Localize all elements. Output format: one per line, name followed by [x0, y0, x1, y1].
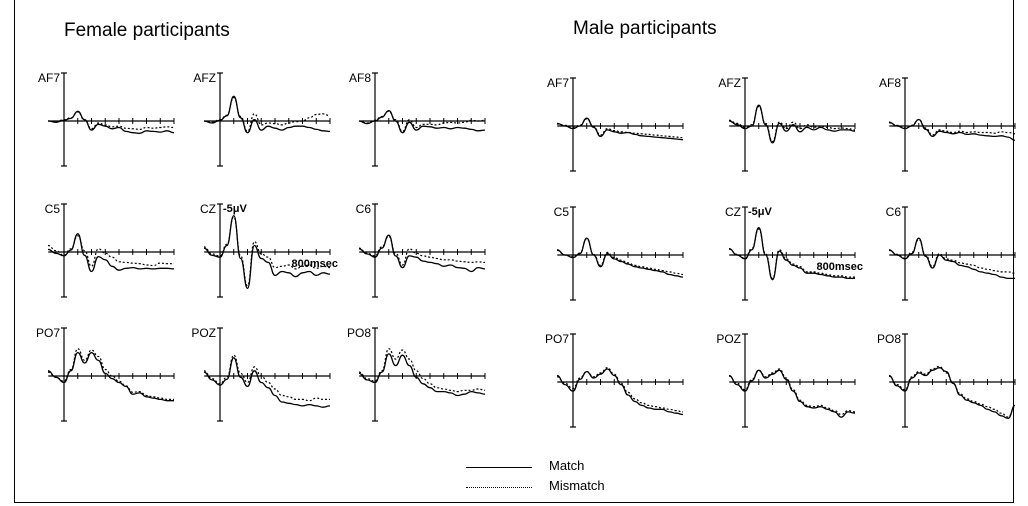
legend-item-mismatch: Mismatch: [466, 478, 656, 496]
male-af8-mismatch-line: [888, 118, 1016, 136]
legend-item-match: Match: [466, 458, 656, 476]
legend: Match Mismatch: [466, 458, 656, 498]
male-c5-electrode-label: C5: [554, 205, 570, 219]
female-po7-mismatch-line: [47, 348, 174, 400]
male-po7-electrode-label: PO7: [545, 332, 569, 346]
female-po8-match-line: [358, 353, 486, 397]
male-cz-scale-label: -5μV: [748, 206, 773, 218]
female-poz-electrode-label: POZ: [191, 326, 216, 340]
male-afz-mismatch-line: [728, 105, 856, 143]
male-po8-match-line: [888, 367, 1016, 420]
female-af7-electrode-label: AF7: [38, 71, 60, 85]
female-po7-match-line: [47, 351, 174, 402]
male-af7-electrode-label: AF7: [547, 76, 569, 90]
male-c6-mismatch-line: [888, 238, 1016, 274]
female-group-title: Female participants: [64, 20, 230, 41]
male-po8-mismatch-line: [888, 365, 1016, 418]
female-afz-electrode-label: AFZ: [193, 71, 216, 85]
male-po7-match-line: [556, 368, 684, 416]
female-af8-electrode-label: AF8: [349, 71, 371, 85]
female-c6-electrode-label: C6: [356, 202, 372, 216]
legend-swatch-dotted: [466, 487, 532, 488]
male-c5-match-line: [556, 237, 684, 278]
female-af7-match-line: [47, 110, 175, 134]
male-cz-time-label: 800msec: [817, 261, 864, 273]
male-poz-mismatch-line: [728, 368, 856, 416]
female-cz-electrode-label: CZ: [200, 202, 216, 216]
female-cz-scale-label: -5μV: [223, 203, 248, 215]
male-po7-mismatch-line: [556, 367, 684, 413]
male-afz-match-line: [728, 104, 856, 144]
male-af7-match-line: [556, 117, 684, 141]
male-poz-match-line: [728, 369, 856, 418]
female-c6-mismatch-line: [358, 235, 486, 266]
female-afz-match-line: [203, 95, 331, 134]
legend-label-mismatch: Mismatch: [549, 478, 605, 493]
figure-frame: [14, 0, 1014, 503]
female-poz-mismatch-line: [203, 354, 330, 402]
female-c6-match-line: [358, 234, 486, 273]
legend-swatch-solid: [466, 467, 532, 468]
male-po8-electrode-label: PO8: [877, 332, 901, 346]
female-af7-mismatch-line: [47, 111, 175, 131]
female-c5-match-line: [47, 233, 175, 273]
male-af8-electrode-label: AF8: [879, 76, 901, 90]
female-poz-match-line: [203, 357, 331, 408]
legend-label-match: Match: [549, 458, 585, 473]
female-cz-match-line: [203, 214, 331, 290]
female-af8-match-line: [358, 109, 486, 134]
female-c5-mismatch-line: [47, 235, 174, 267]
female-po8-mismatch-line: [358, 348, 486, 393]
male-c6-match-line: [888, 237, 1015, 280]
male-group-title: Male participants: [573, 18, 717, 39]
male-c6-electrode-label: C6: [886, 205, 902, 219]
male-af8-match-line: [888, 118, 1016, 141]
female-po7-electrode-label: PO7: [36, 326, 60, 340]
male-cz-electrode-label: CZ: [725, 205, 741, 219]
male-poz-electrode-label: POZ: [716, 332, 741, 346]
female-cz-mismatch-line: [203, 216, 331, 287]
male-af7-mismatch-line: [556, 118, 684, 139]
male-cz-mismatch-line: [728, 228, 855, 280]
female-po8-electrode-label: PO8: [347, 326, 371, 340]
male-cz-match-line: [728, 227, 855, 281]
male-afz-electrode-label: AFZ: [718, 76, 741, 90]
female-c5-electrode-label: C5: [45, 202, 61, 216]
